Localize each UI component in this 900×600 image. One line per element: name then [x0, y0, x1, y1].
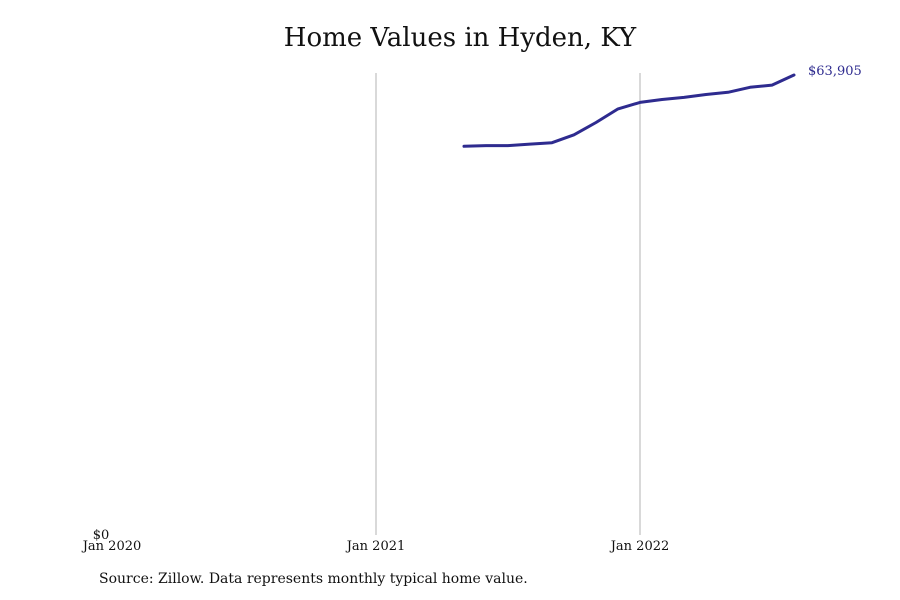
x-tick-label: Jan 2020	[81, 539, 142, 554]
series-line	[462, 73, 796, 148]
end-value-label: $63,905	[808, 64, 862, 79]
y-tick-label: $0	[93, 528, 110, 543]
x-tick-label: Jan 2022	[609, 539, 670, 554]
source-note: Source: Zillow. Data represents monthly …	[99, 571, 528, 587]
x-tick-label: Jan 2021	[345, 539, 406, 554]
chart-title: Home Values in Hyden, KY	[283, 23, 637, 53]
